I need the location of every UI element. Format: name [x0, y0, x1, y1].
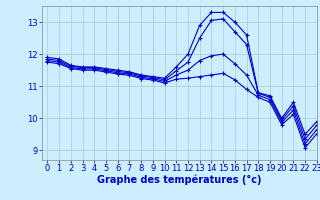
- X-axis label: Graphe des températures (°c): Graphe des températures (°c): [97, 175, 261, 185]
